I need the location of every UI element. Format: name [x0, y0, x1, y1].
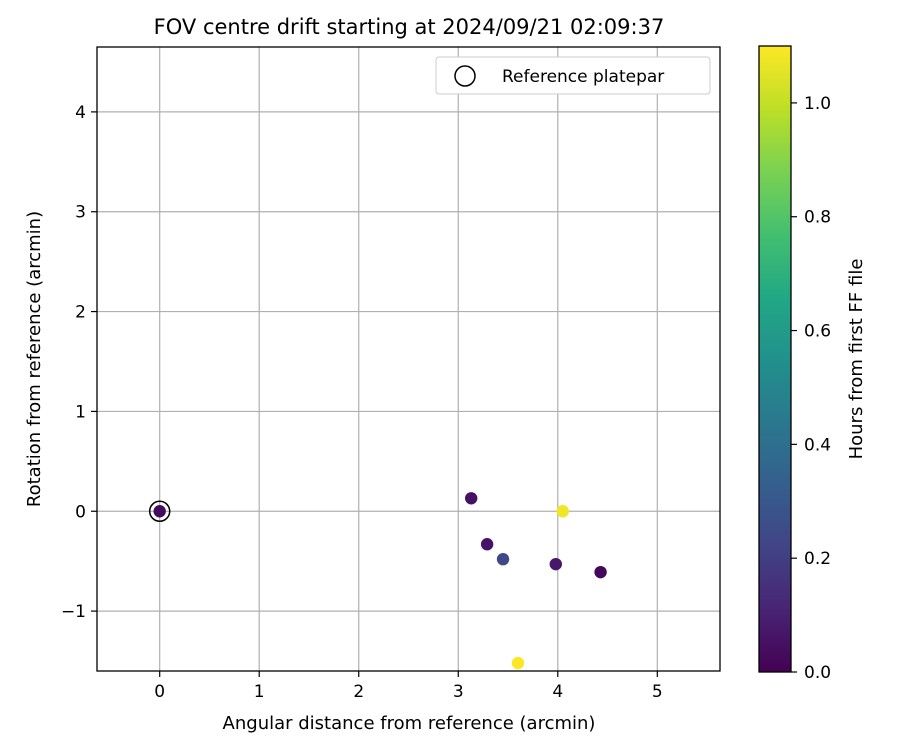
legend: Reference platepar: [435, 56, 711, 95]
x-tick-label: 3: [453, 682, 464, 702]
data-point: [496, 552, 510, 566]
y-axis-ticks: −1 0 1 2 3 4: [61, 103, 97, 622]
x-tick-label: 5: [652, 682, 663, 702]
y-axis-label: Rotation from reference (arcmin): [24, 211, 45, 507]
colorbar-tick-label: 0.2: [804, 549, 831, 569]
legend-label: Reference platepar: [502, 67, 664, 87]
grid-lines: [97, 47, 720, 671]
x-tick-label: 2: [353, 682, 364, 702]
legend-reference-marker: [454, 65, 476, 87]
chart-title: FOV centre drift starting at 2024/09/21 …: [154, 15, 665, 39]
x-tick-label: 1: [254, 682, 265, 702]
y-tick-label: 2: [75, 303, 86, 323]
colorbar-tick-label: 0.4: [804, 435, 831, 455]
colorbar-tick-label: 1.0: [804, 94, 831, 114]
colorbar-label: Hours from first FF file: [846, 259, 867, 460]
data-point: [594, 565, 607, 579]
data-points: [148, 492, 607, 670]
colorbar-tick-label: 0.6: [804, 322, 831, 342]
data-point: [464, 492, 478, 505]
x-axis-ticks: 0 1 2 3 4 5: [154, 671, 663, 702]
plot-area-frame: [96, 46, 721, 672]
x-tick-label: 4: [552, 682, 563, 702]
y-tick-label: 4: [75, 103, 86, 123]
data-point: [480, 538, 494, 551]
colorbar: [758, 45, 792, 673]
colorbar-tick-label: 0.0: [804, 663, 831, 683]
y-tick-label: −1: [61, 602, 86, 622]
y-tick-label: 0: [75, 502, 86, 522]
legend-box: [435, 56, 711, 95]
y-tick-label: 3: [75, 203, 86, 223]
reference-marker: [148, 500, 171, 523]
x-axis-label: Angular distance from reference (arcmin): [223, 713, 596, 734]
data-point: [511, 656, 525, 670]
colorbar-ticks: 0.0 0.2 0.4 0.6 0.8 1.0: [791, 94, 831, 683]
data-point: [556, 505, 569, 518]
data-point: [153, 505, 166, 518]
data-point: [549, 557, 562, 571]
colorbar-tick-label: 0.8: [804, 208, 831, 228]
y-tick-label: 1: [75, 402, 86, 422]
x-tick-label: 0: [154, 682, 165, 702]
